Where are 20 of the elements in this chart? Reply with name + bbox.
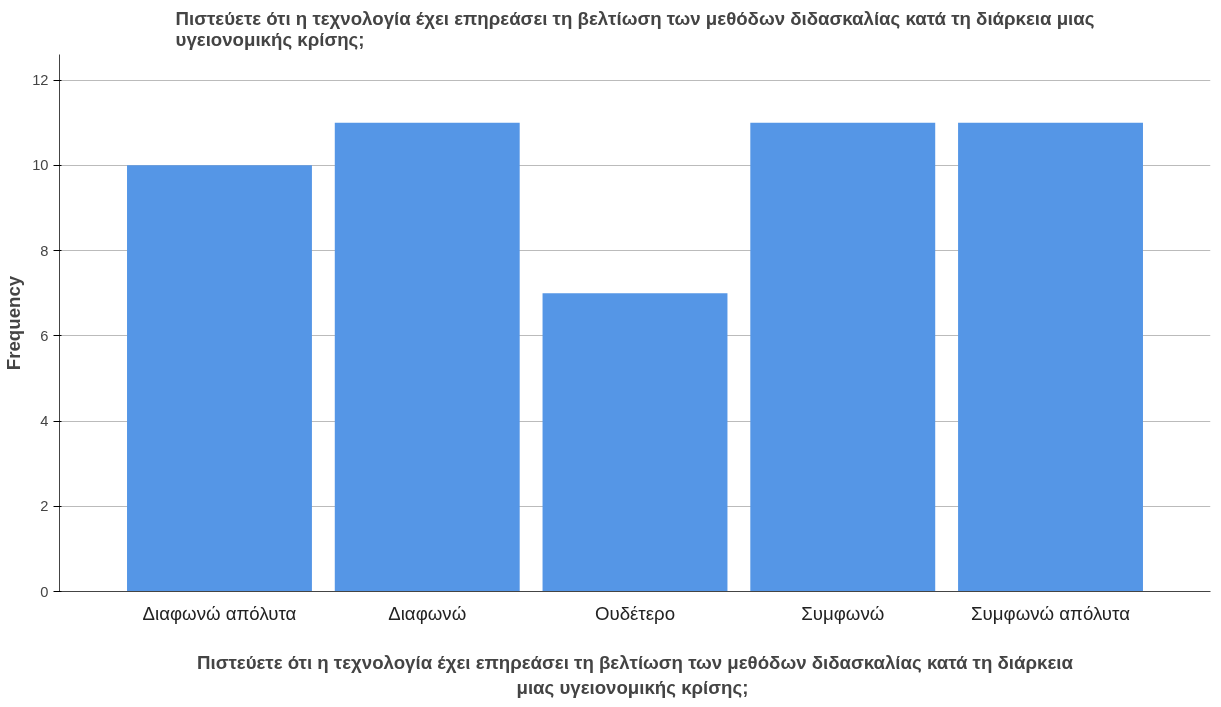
bar xyxy=(750,122,936,592)
bar xyxy=(542,293,728,592)
bar xyxy=(334,122,520,592)
y-tick-label: 0 xyxy=(40,583,49,600)
y-tick-label: 10 xyxy=(32,157,49,174)
x-tick-label: Διαφωνώ xyxy=(388,602,467,624)
y-tick-label: 6 xyxy=(40,327,49,344)
x-tick-label: Ουδέτερο xyxy=(594,602,676,624)
y-tick-label: 2 xyxy=(40,498,49,515)
x-tick-label: Συμφωνώ απόλυτα xyxy=(971,602,1131,624)
y-tick-label: 4 xyxy=(40,413,49,430)
y-axis-title: Frequency xyxy=(3,275,25,371)
y-tick-label: 12 xyxy=(32,72,49,89)
y-tick-label: 8 xyxy=(40,242,49,259)
bar xyxy=(127,165,312,592)
x-axis-title: Πιστεύετε ότι η τεχνολογία έχει επηρεάσει τη βελτίωση των μεθόδων διδασκαλίας κατά τη διάρκεια μιας υγειονομικής κρίσης; xyxy=(197,651,1074,698)
x-tick-label: Διαφωνώ απόλυτα xyxy=(142,602,297,624)
chart-title: Πιστεύετε ότι η τεχνολογία έχει επηρεάσει τη βελτίωση των μεθόδων διδασκαλίας κατά τη διάρκεια μιας υγειονομικής κρίσης; xyxy=(175,7,1095,50)
bar xyxy=(958,122,1143,592)
x-tick-label: Συμφωνώ xyxy=(801,602,885,624)
